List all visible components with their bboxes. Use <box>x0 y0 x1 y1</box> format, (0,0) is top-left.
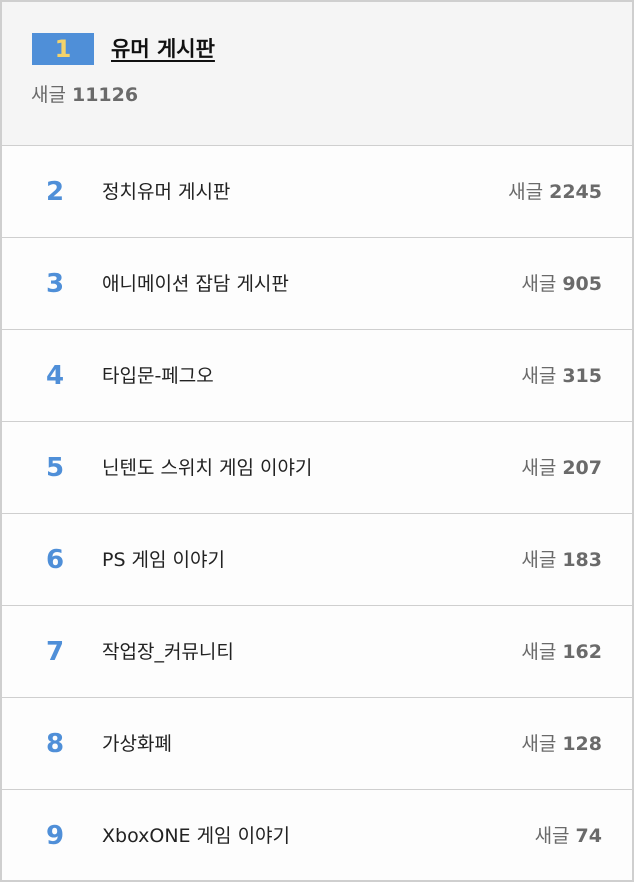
rank-number: 3 <box>45 269 65 299</box>
board-new-posts: 새글 2245 <box>508 146 602 238</box>
rank-number: 2 <box>45 177 65 207</box>
top-board-new-posts: 새글 11126 <box>31 81 138 109</box>
new-posts-count: 162 <box>562 641 602 663</box>
rank-number: 5 <box>45 453 65 483</box>
new-posts-count: 183 <box>562 549 602 571</box>
new-posts-count: 2245 <box>549 181 602 203</box>
new-posts-count: 207 <box>562 457 602 479</box>
new-posts-label: 새글 <box>31 84 66 106</box>
new-posts-label: 새글 <box>521 641 557 663</box>
rank-number: 6 <box>45 545 65 575</box>
board-title[interactable]: 가상화폐 <box>102 733 172 755</box>
new-posts-count: 905 <box>562 273 602 295</box>
board-title[interactable]: 닌텐도 스위치 게임 이야기 <box>102 457 313 479</box>
rank-row-8[interactable]: 8 가상화폐 새글 128 <box>2 698 632 790</box>
board-new-posts: 새글 207 <box>521 422 602 514</box>
board-title[interactable]: 정치유머 게시판 <box>102 181 231 203</box>
new-posts-label: 새글 <box>508 181 544 203</box>
rank-number: 8 <box>45 729 65 759</box>
new-posts-label: 새글 <box>521 273 557 295</box>
rank-number: 7 <box>45 637 65 667</box>
rank-row-5[interactable]: 5 닌텐도 스위치 게임 이야기 새글 207 <box>2 422 632 514</box>
rank-number: 4 <box>45 361 65 391</box>
board-title[interactable]: PS 게임 이야기 <box>102 549 225 571</box>
new-posts-count: 315 <box>562 365 602 387</box>
rank-row-6[interactable]: 6 PS 게임 이야기 새글 183 <box>2 514 632 606</box>
rank-row-7[interactable]: 7 작업장_커뮤니티 새글 162 <box>2 606 632 698</box>
rank-number: 9 <box>45 821 65 851</box>
rank-row-2[interactable]: 2 정치유머 게시판 새글 2245 <box>2 146 632 238</box>
board-new-posts: 새글 183 <box>521 514 602 606</box>
new-posts-label: 새글 <box>521 457 557 479</box>
new-posts-label: 새글 <box>521 549 557 571</box>
new-posts-count: 11126 <box>71 84 139 106</box>
board-title[interactable]: 작업장_커뮤니티 <box>102 641 234 663</box>
board-rank-list: 2 정치유머 게시판 새글 2245 3 애니메이션 잡담 게시판 새글 905 4… <box>2 146 632 880</box>
new-posts-count: 128 <box>562 733 602 755</box>
rank-row-9[interactable]: 9 XboxONE 게임 이야기 새글 74 <box>2 790 632 880</box>
new-posts-label: 새글 <box>534 825 570 847</box>
board-new-posts: 새글 162 <box>521 606 602 698</box>
new-posts-label: 새글 <box>521 365 557 387</box>
top-board-link[interactable]: 유머 게시판 <box>111 37 215 61</box>
board-title[interactable]: 애니메이션 잡담 게시판 <box>102 273 289 295</box>
board-title[interactable]: XboxONE 게임 이야기 <box>102 825 291 847</box>
rank-badge-top: 1 <box>32 33 94 65</box>
new-posts-label: 새글 <box>521 733 557 755</box>
board-new-posts: 새글 315 <box>521 330 602 422</box>
rank-row-4[interactable]: 4 타입문-페그오 새글 315 <box>2 330 632 422</box>
top-ranked-board: 1 유머 게시판 새글 11126 <box>2 2 632 146</box>
board-new-posts: 새글 905 <box>521 238 602 330</box>
new-posts-count: 74 <box>575 825 602 847</box>
board-new-posts: 새글 74 <box>535 790 602 882</box>
board-title[interactable]: 타입문-페그오 <box>102 365 214 387</box>
rank-row-3[interactable]: 3 애니메이션 잡담 게시판 새글 905 <box>2 238 632 330</box>
board-new-posts: 새글 128 <box>521 698 602 790</box>
